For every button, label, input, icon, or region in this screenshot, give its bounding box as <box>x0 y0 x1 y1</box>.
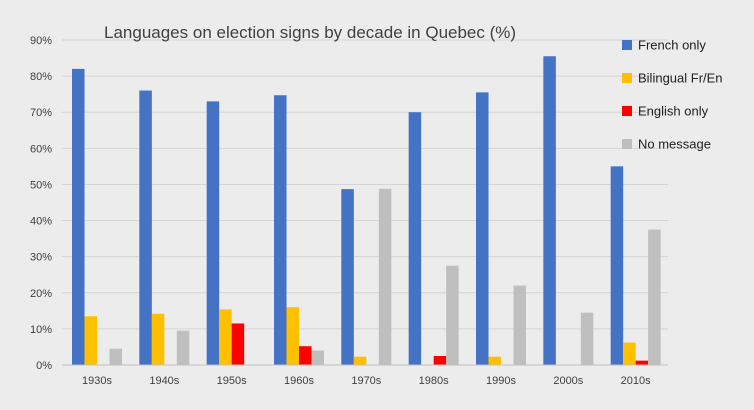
bar-french-only-1950s <box>206 101 220 365</box>
bar-bilingual-fr-en-1960s <box>286 307 299 365</box>
x-axis-ticks: 1930s 1940s 1950s 1960s 1970s 1980s 1990s 2000s… <box>82 375 651 387</box>
x-tick-label: 1970s <box>351 375 381 387</box>
x-tick-label: 1990s <box>486 375 516 387</box>
bar-no-message-1930s <box>109 348 122 365</box>
bar-english-only-1960s <box>299 346 312 365</box>
bars <box>72 56 661 366</box>
x-tick-label: 1960s <box>284 375 314 387</box>
y-tick-label: 10% <box>30 324 52 336</box>
legend-label: No message <box>638 137 711 152</box>
bar-english-only-1980s <box>433 355 447 365</box>
bar-english-only-1950s <box>231 323 245 365</box>
y-tick-label: 40% <box>30 216 52 228</box>
bar-no-message-1940s <box>176 330 190 365</box>
x-tick-label: 1930s <box>82 375 112 387</box>
bar-english-only-2010s <box>635 360 649 365</box>
x-tick-label: 1940s <box>149 375 179 387</box>
bar-no-message-2000s <box>580 312 594 365</box>
legend-swatch <box>622 40 632 50</box>
x-tick-label: 1980s <box>419 375 449 387</box>
y-tick-label: 70% <box>30 107 52 119</box>
bar-bilingual-fr-en-1940s <box>151 313 165 365</box>
bar-french-only-1970s <box>341 189 354 365</box>
y-tick-label: 30% <box>30 252 52 264</box>
x-tick-label: 2000s <box>553 375 583 387</box>
bar-french-only-1980s <box>408 112 422 365</box>
legend-label: French only <box>638 38 706 53</box>
bar-bilingual-fr-en-1970s <box>353 356 367 365</box>
bar-french-only-2010s <box>610 166 624 365</box>
y-axis-ticks: 0% 10% 20% 30% 40% 50% 60% 70% 80% 90% <box>30 35 52 372</box>
y-tick-label: 60% <box>30 143 52 155</box>
bar-bilingual-fr-en-1930s <box>84 316 97 365</box>
y-tick-label: 80% <box>30 71 52 83</box>
gridlines <box>62 39 668 330</box>
x-tick-label: 2010s <box>621 375 651 387</box>
bar-bilingual-fr-en-2010s <box>623 342 636 365</box>
chart-title: Languages on election signs by decade in… <box>104 23 516 42</box>
legend-label: English only <box>638 104 709 119</box>
legend-swatch <box>622 73 632 83</box>
bar-no-message-1960s <box>311 350 324 365</box>
legend-swatch <box>622 139 632 149</box>
bar-french-only-1940s <box>139 90 152 366</box>
bar-french-only-2000s <box>543 56 556 365</box>
bar-bilingual-fr-en-1950s <box>219 309 232 365</box>
bar-no-message-1970s <box>378 188 392 365</box>
y-tick-label: 90% <box>30 35 52 47</box>
y-tick-label: 50% <box>30 179 52 191</box>
bar-bilingual-fr-en-1990s <box>488 356 501 365</box>
x-tick-label: 1950s <box>217 375 247 387</box>
bar-no-message-2010s <box>648 229 661 365</box>
bar-no-message-1990s <box>513 285 526 365</box>
bar-french-only-1990s <box>476 92 489 365</box>
legend-label: Bilingual Fr/En <box>638 71 723 86</box>
y-tick-label: 0% <box>36 360 52 372</box>
bar-no-message-1980s <box>446 265 459 365</box>
legend-swatch <box>622 106 632 116</box>
legend: French only Bilingual Fr/En English only No… <box>622 38 723 152</box>
y-tick-label: 20% <box>30 288 52 300</box>
bar-french-only-1960s <box>274 95 287 365</box>
bar-french-only-1930s <box>72 68 85 365</box>
